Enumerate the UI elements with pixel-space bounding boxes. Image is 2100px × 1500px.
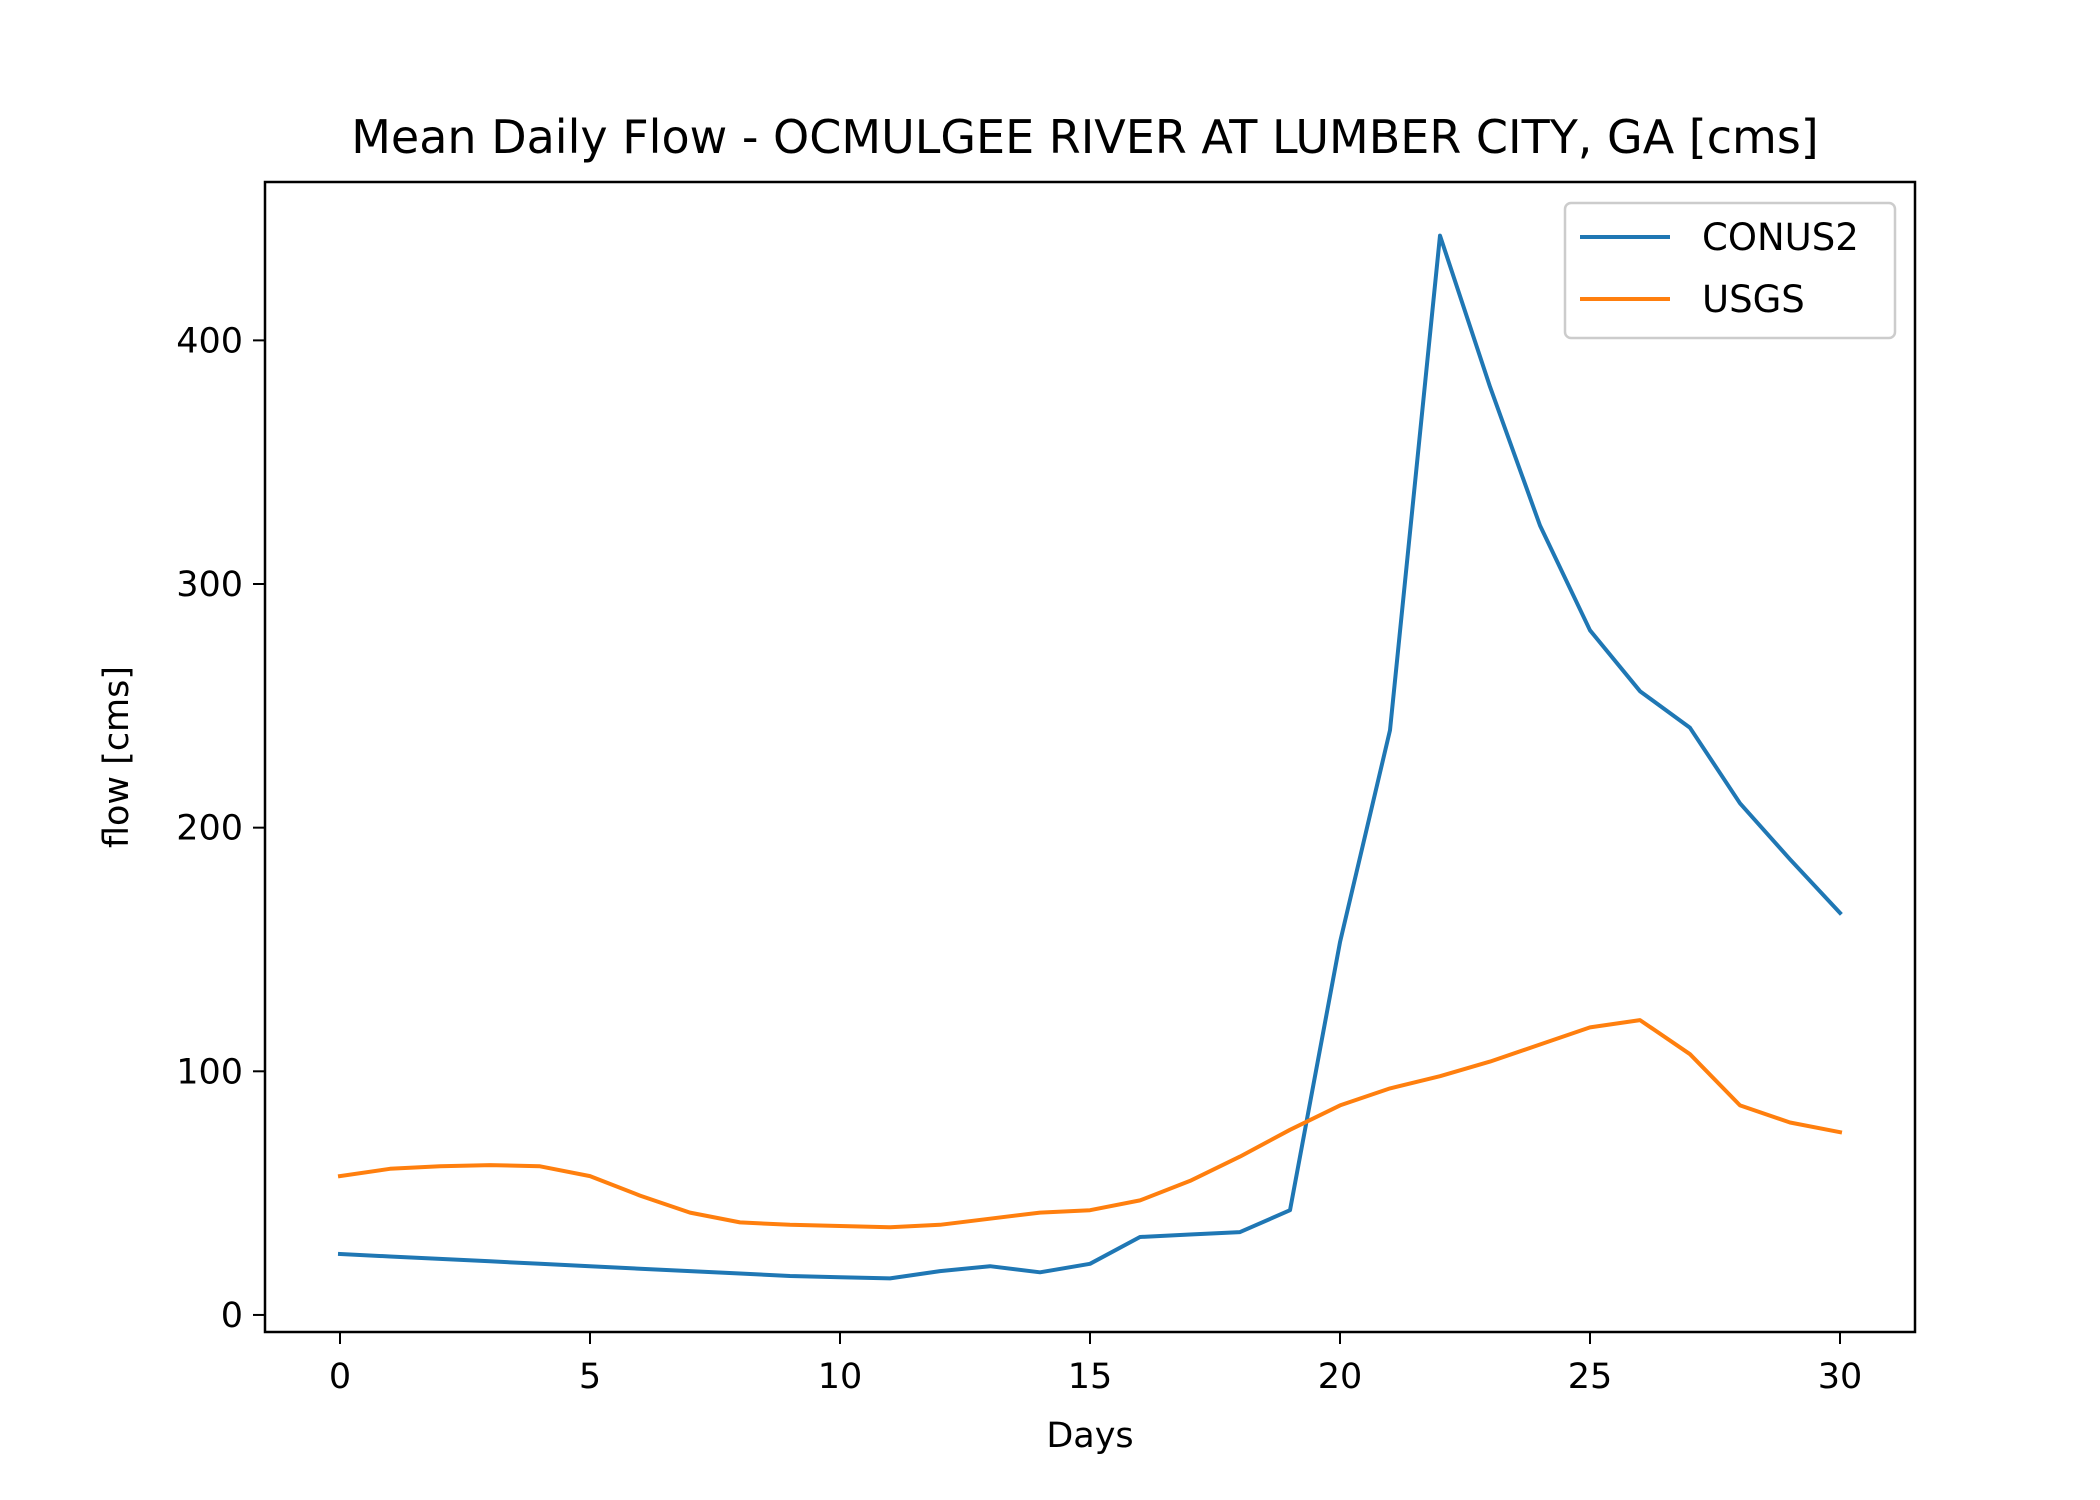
chart-title: Mean Daily Flow - OCMULGEE RIVER AT LUMB… bbox=[351, 110, 1819, 164]
legend-items: CONUS2 USGS bbox=[1580, 216, 1859, 321]
x-axis-ticks: 0 5 10 15 20 25 30 bbox=[329, 1332, 1862, 1397]
series-line-conus2 bbox=[337, 233, 1843, 1281]
y-tick-label: 200 bbox=[176, 809, 243, 849]
series-layer bbox=[337, 233, 1843, 1281]
x-tick-label: 30 bbox=[1818, 1357, 1863, 1397]
y-axis-label: flow [cms] bbox=[97, 666, 137, 848]
y-tick-label: 300 bbox=[176, 565, 243, 605]
legend: CONUS2 USGS bbox=[1563, 201, 1897, 340]
x-tick-label: 10 bbox=[818, 1357, 863, 1397]
x-tick-label: 20 bbox=[1318, 1357, 1363, 1397]
y-axis-ticks: 0 100 200 300 400 bbox=[176, 321, 265, 1336]
y-tick-label: 400 bbox=[176, 321, 243, 361]
x-axis-label: Days bbox=[1046, 1416, 1133, 1456]
series-line-usgs bbox=[337, 1018, 1843, 1230]
x-tick-label: 15 bbox=[1068, 1357, 1113, 1397]
x-tick-label: 25 bbox=[1568, 1357, 1613, 1397]
y-tick-label: 0 bbox=[221, 1296, 243, 1336]
legend-label-usgs: USGS bbox=[1702, 278, 1805, 321]
x-tick-label: 0 bbox=[329, 1357, 351, 1397]
y-tick-label: 100 bbox=[176, 1052, 243, 1092]
legend-label-conus2: CONUS2 bbox=[1702, 216, 1859, 259]
x-tick-label: 5 bbox=[579, 1357, 601, 1397]
